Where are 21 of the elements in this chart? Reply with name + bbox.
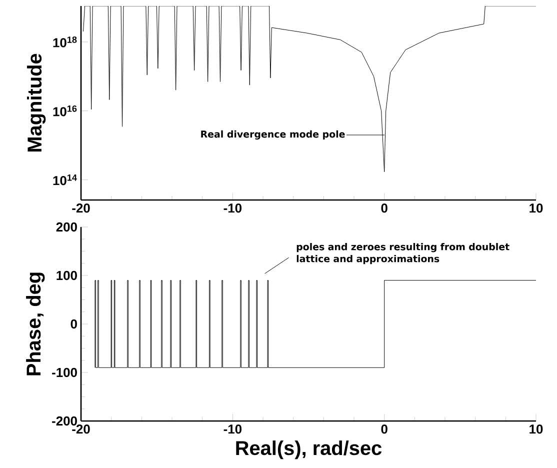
x-tick-label: -10: [224, 424, 242, 434]
y-tick-label: -200: [52, 416, 77, 426]
y-tick-label: 10$^{18}$: [53, 36, 77, 48]
y-tick-label: -100: [52, 368, 77, 378]
annotation: poles and zeroes resulting from doublet lattice and approximations: [296, 242, 510, 264]
y-axis-title: Phase, deg: [26, 272, 45, 376]
y-tick-label: 0: [70, 319, 77, 329]
y-tick-label: 10$^{14}$: [53, 174, 77, 186]
y-axis-title: Magnitude: [27, 54, 46, 152]
x-tick-label: 10: [530, 203, 543, 213]
x-tick-label: 10: [530, 424, 543, 434]
x-tick-label: -10: [224, 203, 242, 213]
y-tick-label: 100: [56, 270, 77, 280]
x-tick-label: -20: [72, 424, 90, 434]
x-tick-label: 0: [381, 203, 388, 213]
y-tick-label: 200: [56, 222, 77, 232]
x-tick-label: -20: [72, 203, 90, 213]
annotation: Real divergence mode pole: [201, 130, 345, 140]
y-tick-label: 10$^{16}$: [53, 105, 77, 116]
x-tick-label: 0: [381, 424, 388, 434]
x-axis-title: Real(s), rad/sec: [236, 440, 382, 460]
